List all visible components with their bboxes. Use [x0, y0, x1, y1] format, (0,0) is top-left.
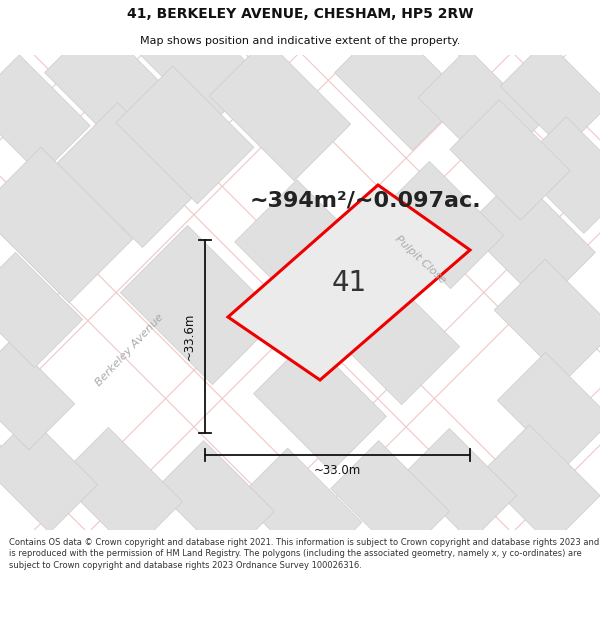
Polygon shape	[464, 174, 595, 306]
Polygon shape	[517, 117, 600, 233]
Polygon shape	[0, 253, 83, 368]
Polygon shape	[403, 428, 517, 542]
Polygon shape	[228, 185, 470, 380]
Polygon shape	[494, 259, 600, 381]
Text: ~33.0m: ~33.0m	[314, 464, 361, 478]
Polygon shape	[498, 0, 600, 94]
Polygon shape	[235, 180, 385, 330]
Polygon shape	[335, 19, 466, 151]
Polygon shape	[376, 161, 503, 289]
Polygon shape	[180, 173, 600, 625]
Polygon shape	[0, 55, 90, 175]
Polygon shape	[320, 266, 460, 404]
Polygon shape	[58, 428, 182, 552]
Polygon shape	[392, 0, 600, 201]
Polygon shape	[0, 418, 98, 532]
Polygon shape	[0, 0, 314, 307]
Polygon shape	[254, 339, 386, 471]
Polygon shape	[44, 19, 175, 151]
Polygon shape	[140, 5, 260, 125]
Polygon shape	[121, 226, 280, 384]
Polygon shape	[0, 491, 102, 625]
Polygon shape	[500, 40, 600, 150]
Polygon shape	[498, 491, 600, 625]
Text: Map shows position and indicative extent of the property.: Map shows position and indicative extent…	[140, 36, 460, 46]
Polygon shape	[418, 48, 542, 172]
Text: ~394m²/~0.097ac.: ~394m²/~0.097ac.	[250, 190, 482, 210]
Polygon shape	[331, 441, 449, 559]
Polygon shape	[0, 148, 133, 302]
Polygon shape	[0, 0, 208, 201]
Polygon shape	[238, 448, 362, 572]
Polygon shape	[0, 384, 208, 625]
Polygon shape	[58, 102, 202, 248]
Polygon shape	[0, 278, 314, 625]
Text: Pulpit Close: Pulpit Close	[393, 234, 447, 286]
Text: ~33.6m: ~33.6m	[182, 312, 196, 360]
Polygon shape	[0, 0, 420, 412]
Polygon shape	[0, 173, 420, 625]
Polygon shape	[480, 425, 600, 545]
Polygon shape	[0, 0, 102, 94]
Polygon shape	[0, 66, 526, 625]
Polygon shape	[74, 66, 600, 625]
Text: Berkeley Avenue: Berkeley Avenue	[94, 312, 166, 388]
Text: 41, BERKELEY AVENUE, CHESHAM, HP5 2RW: 41, BERKELEY AVENUE, CHESHAM, HP5 2RW	[127, 7, 473, 21]
Text: Contains OS data © Crown copyright and database right 2021. This information is : Contains OS data © Crown copyright and d…	[9, 538, 599, 570]
Polygon shape	[74, 0, 600, 519]
Polygon shape	[209, 39, 351, 181]
Polygon shape	[286, 0, 600, 307]
Polygon shape	[155, 441, 274, 559]
Polygon shape	[286, 278, 600, 625]
Text: 41: 41	[331, 269, 367, 297]
Polygon shape	[392, 384, 600, 625]
Polygon shape	[0, 340, 75, 450]
Polygon shape	[0, 0, 526, 519]
Polygon shape	[497, 352, 600, 468]
Polygon shape	[180, 0, 600, 412]
Polygon shape	[116, 66, 254, 204]
Polygon shape	[450, 100, 570, 220]
